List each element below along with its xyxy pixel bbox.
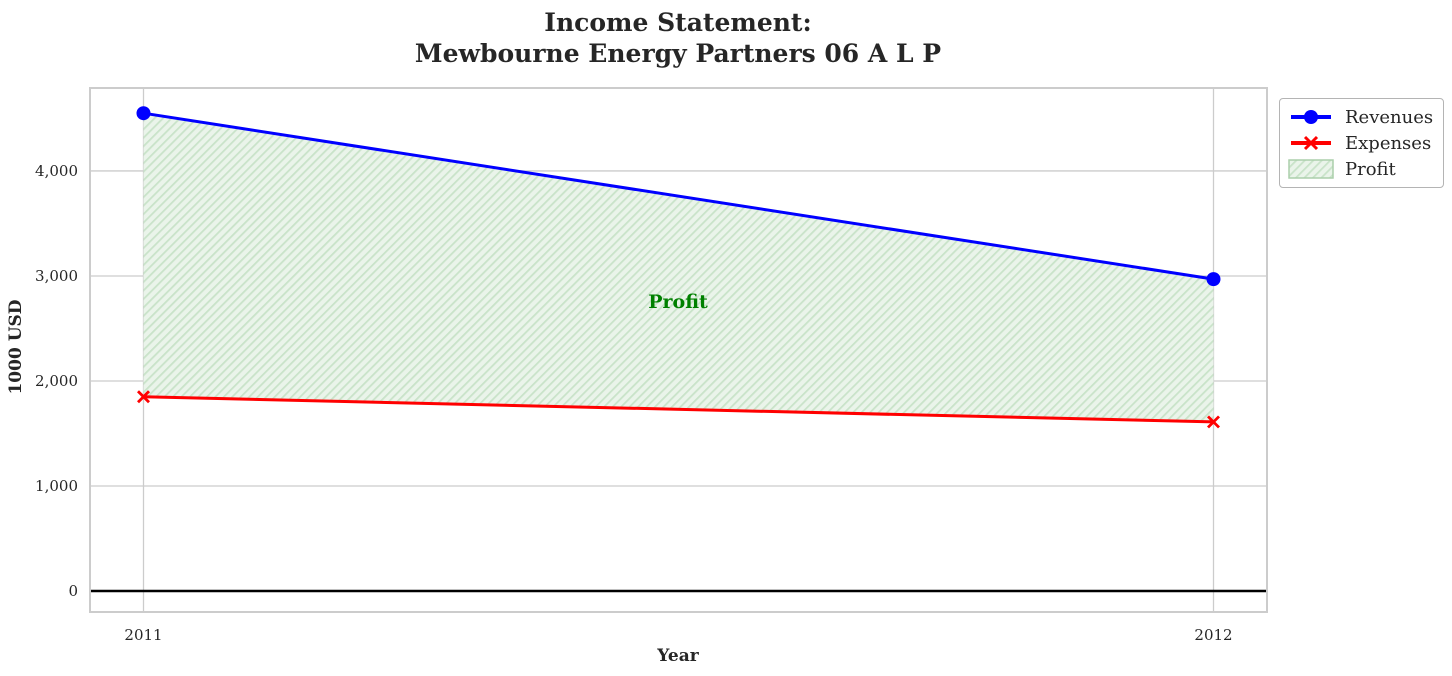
profit-patch-icon: [1288, 159, 1334, 179]
x-tick-label: 2012: [1194, 626, 1233, 644]
expenses-line-icon: [1291, 135, 1331, 151]
chart-title: Income Statement: Mewbourne Energy Partn…: [415, 7, 941, 69]
revenues-line-icon: [1291, 110, 1331, 124]
profit-area: [143, 113, 1214, 422]
y-tick-label: 2,000: [35, 371, 78, 390]
y-tick-label: 1,000: [35, 476, 78, 495]
x-tick-label: 2011: [124, 626, 163, 644]
legend-item-profit: Profit: [1288, 156, 1433, 182]
chart-title-line-1: Income Statement:: [544, 8, 812, 37]
legend: Revenues Expenses Profit: [1279, 98, 1445, 188]
legend-item-revenues: Revenues: [1288, 104, 1433, 130]
legend-item-expenses: Expenses: [1288, 130, 1433, 156]
plot-border: [89, 87, 1268, 613]
legend-label-profit: Profit: [1345, 158, 1396, 180]
data-series: [136, 106, 1221, 429]
y-tick-label: 4,000: [35, 161, 78, 180]
y-tick-label: 0: [68, 581, 78, 600]
y-tick-label: 3,000: [35, 266, 78, 285]
legend-label-expenses: Expenses: [1345, 132, 1432, 154]
chart-title-line-2: Mewbourne Energy Partners 06 A L P: [414, 39, 942, 68]
legend-label-revenues: Revenues: [1345, 106, 1434, 128]
profit-annotation: Profit: [648, 291, 708, 313]
x-axis-label: Year: [657, 646, 699, 666]
